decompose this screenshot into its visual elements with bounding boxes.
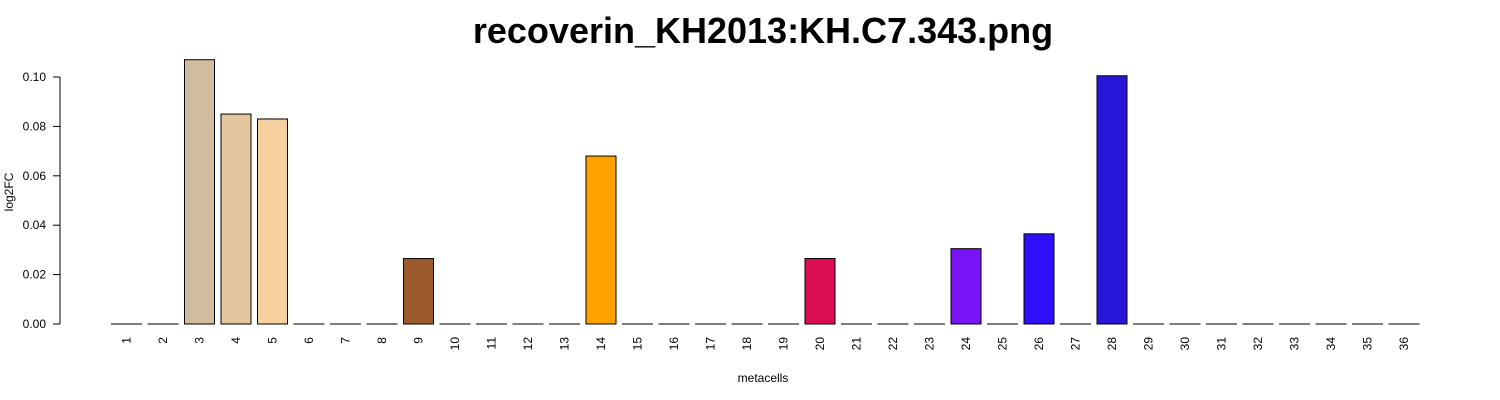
x-tick-label: 4 xyxy=(229,337,243,344)
x-tick-label: 11 xyxy=(485,337,499,350)
x-tick-label: 15 xyxy=(631,337,645,351)
x-tick-label: 12 xyxy=(521,337,535,351)
x-axis-label: metacells xyxy=(738,371,789,385)
bar-metacell-20 xyxy=(804,258,836,325)
x-tick-label: 22 xyxy=(886,337,900,351)
x-tick-label: 16 xyxy=(667,337,681,351)
x-tick-label: 28 xyxy=(1105,337,1119,351)
bar-metacell-14 xyxy=(585,155,617,325)
bar-metacell-5 xyxy=(257,118,288,325)
x-tick-label: 27 xyxy=(1069,337,1083,351)
x-tick-label: 26 xyxy=(1032,337,1046,351)
x-tick-label: 33 xyxy=(1288,337,1302,351)
bar-metacell-26 xyxy=(1023,233,1055,325)
y-tick-label: 0.06 xyxy=(23,169,47,183)
x-tick-label: 18 xyxy=(740,337,754,351)
x-tick-label: 23 xyxy=(923,337,937,351)
x-tick-label: 17 xyxy=(704,337,718,351)
x-tick-label: 14 xyxy=(594,337,608,351)
bar-metacell-9 xyxy=(403,258,434,325)
x-tick-label: 36 xyxy=(1397,337,1411,351)
y-tick-label: 0.02 xyxy=(23,268,47,282)
x-tick-label: 7 xyxy=(339,337,353,344)
bar-metacell-28 xyxy=(1096,75,1128,325)
x-tick-label: 3 xyxy=(193,337,207,344)
x-tick-label: 35 xyxy=(1361,337,1375,351)
chart-title: recoverin_KH2013:KH.C7.343.png xyxy=(473,10,1053,51)
x-tick-label: 5 xyxy=(266,337,280,344)
y-tick-label: 0.08 xyxy=(23,119,47,133)
y-axis-label: log2FC xyxy=(2,172,16,211)
x-tick-label: 31 xyxy=(1215,337,1229,351)
bar-metacell-3 xyxy=(184,59,215,325)
x-tick-label: 2 xyxy=(156,337,170,344)
bar-metacell-4 xyxy=(220,113,252,325)
x-tick-label: 32 xyxy=(1251,337,1265,351)
y-tick-label: 0.00 xyxy=(23,317,47,331)
bars xyxy=(111,59,1420,325)
x-tick-label: 9 xyxy=(412,337,426,344)
x-tick-label: 8 xyxy=(375,337,389,344)
x-axis-tick-labels: 1 2 3 4 5 6 7 8 9 10 11 12 13 14 15 16 17 18 19 20 21 22 23 24 2… xyxy=(120,337,1412,351)
x-tick-label: 13 xyxy=(558,337,572,351)
x-tick-label: 20 xyxy=(813,337,827,351)
x-tick-label: 25 xyxy=(996,337,1010,351)
x-tick-label: 34 xyxy=(1324,337,1338,351)
x-tick-label: 1 xyxy=(120,337,134,344)
y-tick-label: 0.04 xyxy=(23,218,47,232)
x-tick-label: 19 xyxy=(777,337,791,351)
x-tick-label: 30 xyxy=(1178,337,1192,351)
x-tick-label: 21 xyxy=(850,337,864,351)
x-tick-label: 29 xyxy=(1142,337,1156,351)
x-tick-label: 6 xyxy=(302,337,316,344)
bar-metacell-24 xyxy=(950,248,982,325)
x-tick-label: 10 xyxy=(448,337,462,351)
y-tick-label: 0.10 xyxy=(23,70,47,84)
y-axis: 0.00 0.02 0.04 0.06 0.08 0.10 xyxy=(23,70,61,331)
x-tick-label: 24 xyxy=(959,337,973,351)
